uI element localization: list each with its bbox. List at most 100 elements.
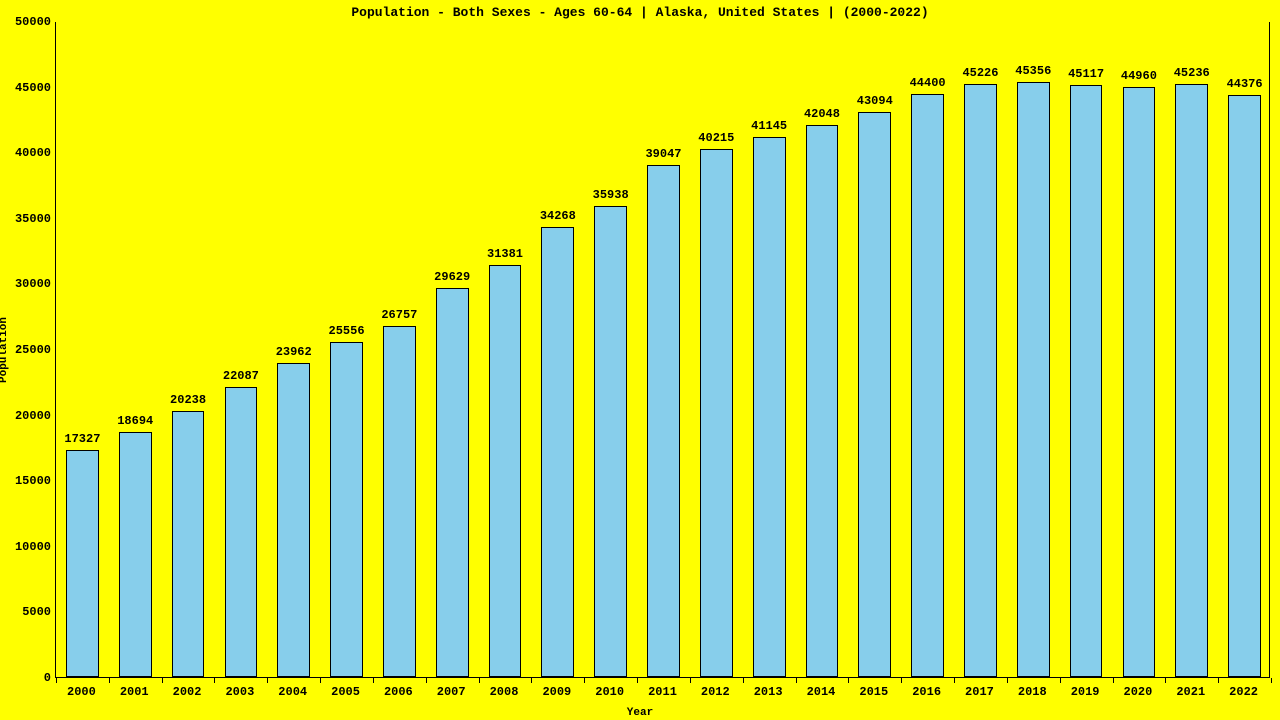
x-tick-label: 2017 [965, 685, 994, 699]
x-tick-mark [214, 678, 215, 683]
bar-value-label: 35938 [581, 188, 641, 202]
bar [1017, 82, 1050, 677]
bar [119, 432, 152, 677]
bar [1228, 95, 1261, 677]
x-tick-label: 2009 [542, 685, 571, 699]
x-tick-mark [584, 678, 585, 683]
x-tick-mark [1165, 678, 1166, 683]
x-tick-mark [848, 678, 849, 683]
x-tick-label: 2005 [331, 685, 360, 699]
bar [225, 387, 258, 677]
bar [436, 288, 469, 677]
bar [594, 206, 627, 678]
y-tick-label: 25000 [15, 343, 51, 357]
x-tick-label: 2014 [807, 685, 836, 699]
bar-value-label: 44376 [1215, 77, 1275, 91]
x-tick-mark [531, 678, 532, 683]
bar [806, 125, 839, 677]
bar-value-label: 44400 [898, 76, 958, 90]
bar-value-label: 45117 [1056, 67, 1116, 81]
bar-value-label: 31381 [475, 247, 535, 261]
bar-value-label: 45236 [1162, 66, 1222, 80]
bar-value-label: 25556 [317, 324, 377, 338]
y-tick-label: 0 [44, 671, 51, 685]
x-tick-label: 2016 [912, 685, 941, 699]
plot-area: 1732718694202382208723962255562675729629… [55, 22, 1270, 678]
x-tick-label: 2000 [67, 685, 96, 699]
x-tick-mark [162, 678, 163, 683]
bar-value-label: 23962 [264, 345, 324, 359]
x-tick-mark [56, 678, 57, 683]
x-tick-label: 2001 [120, 685, 149, 699]
y-tick-label: 20000 [15, 409, 51, 423]
bar-value-label: 20238 [158, 393, 218, 407]
y-tick-label: 40000 [15, 146, 51, 160]
bar [541, 227, 574, 677]
bar [647, 165, 680, 677]
x-tick-label: 2010 [595, 685, 624, 699]
x-tick-label: 2007 [437, 685, 466, 699]
bar [753, 137, 786, 677]
x-tick-label: 2012 [701, 685, 730, 699]
bar [1123, 87, 1156, 677]
y-tick-label: 10000 [15, 540, 51, 554]
bar [1070, 85, 1103, 677]
bar-value-label: 40215 [686, 131, 746, 145]
bar-value-label: 45226 [950, 66, 1010, 80]
x-axis-label: Year [0, 707, 1280, 719]
x-tick-mark [1007, 678, 1008, 683]
x-tick-mark [479, 678, 480, 683]
x-tick-label: 2022 [1229, 685, 1258, 699]
x-tick-mark [1060, 678, 1061, 683]
x-tick-mark [1113, 678, 1114, 683]
y-tick-label: 30000 [15, 277, 51, 291]
bar-value-label: 41145 [739, 119, 799, 133]
x-tick-label: 2013 [754, 685, 783, 699]
x-tick-label: 2003 [225, 685, 254, 699]
bar-value-label: 26757 [369, 308, 429, 322]
bar-value-label: 22087 [211, 369, 271, 383]
x-tick-mark [109, 678, 110, 683]
bar-value-label: 44960 [1109, 69, 1169, 83]
x-tick-label: 2020 [1124, 685, 1153, 699]
x-tick-label: 2019 [1071, 685, 1100, 699]
bar [700, 149, 733, 677]
x-tick-mark [267, 678, 268, 683]
x-tick-mark [954, 678, 955, 683]
bar [330, 342, 363, 677]
x-tick-mark [796, 678, 797, 683]
x-tick-mark [743, 678, 744, 683]
x-tick-mark [373, 678, 374, 683]
chart-container: Population - Both Sexes - Ages 60-64 | A… [0, 0, 1280, 720]
x-tick-label: 2011 [648, 685, 677, 699]
bar [172, 411, 205, 677]
y-tick-label: 45000 [15, 81, 51, 95]
x-tick-mark [901, 678, 902, 683]
bar [489, 265, 522, 677]
bar-value-label: 39047 [634, 147, 694, 161]
bar [858, 112, 891, 677]
y-axis-label: Population [0, 317, 10, 383]
x-tick-mark [637, 678, 638, 683]
bar-value-label: 42048 [792, 107, 852, 121]
x-tick-label: 2021 [1176, 685, 1205, 699]
y-tick-label: 5000 [22, 605, 51, 619]
bar-value-label: 34268 [528, 209, 588, 223]
bar [277, 363, 310, 677]
bar-value-label: 45356 [1003, 64, 1063, 78]
bar [964, 84, 997, 677]
x-tick-mark [1271, 678, 1272, 683]
x-tick-mark [690, 678, 691, 683]
bar [66, 450, 99, 677]
bar [383, 326, 416, 677]
x-tick-label: 2008 [490, 685, 519, 699]
x-tick-label: 2002 [173, 685, 202, 699]
bar [1175, 84, 1208, 677]
bar-value-label: 17327 [52, 432, 112, 446]
bar-value-label: 29629 [422, 270, 482, 284]
x-tick-label: 2015 [859, 685, 888, 699]
bar-value-label: 43094 [845, 94, 905, 108]
chart-title: Population - Both Sexes - Ages 60-64 | A… [0, 5, 1280, 20]
x-tick-mark [320, 678, 321, 683]
x-tick-label: 2006 [384, 685, 413, 699]
